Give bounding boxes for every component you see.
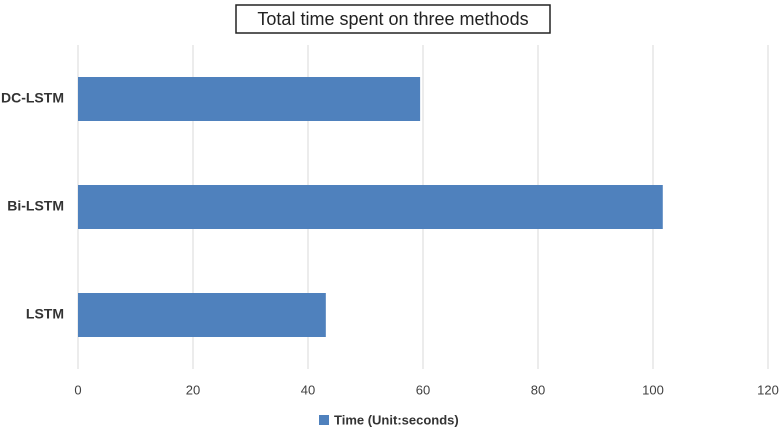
y-tick-label: LSTM: [26, 306, 64, 322]
x-tick-label: 20: [186, 382, 200, 397]
x-tick-label: 100: [642, 382, 664, 397]
x-tick-label: 80: [531, 382, 545, 397]
x-tick-label: 0: [74, 382, 81, 397]
y-tick-label: DC-LSTM: [1, 90, 64, 106]
chart-title: Total time spent on three methods: [257, 9, 528, 29]
legend-swatch: [319, 415, 329, 425]
bar: [78, 185, 663, 229]
y-tick-label: Bi-LSTM: [7, 198, 64, 214]
x-tick-label: 40: [301, 382, 315, 397]
bar: [78, 77, 421, 121]
title-box: [235, 4, 551, 34]
x-tick-label: 120: [757, 382, 779, 397]
bar: [78, 293, 326, 337]
legend-label: Time (Unit:seconds): [334, 412, 459, 427]
x-tick-label: 60: [416, 382, 430, 397]
